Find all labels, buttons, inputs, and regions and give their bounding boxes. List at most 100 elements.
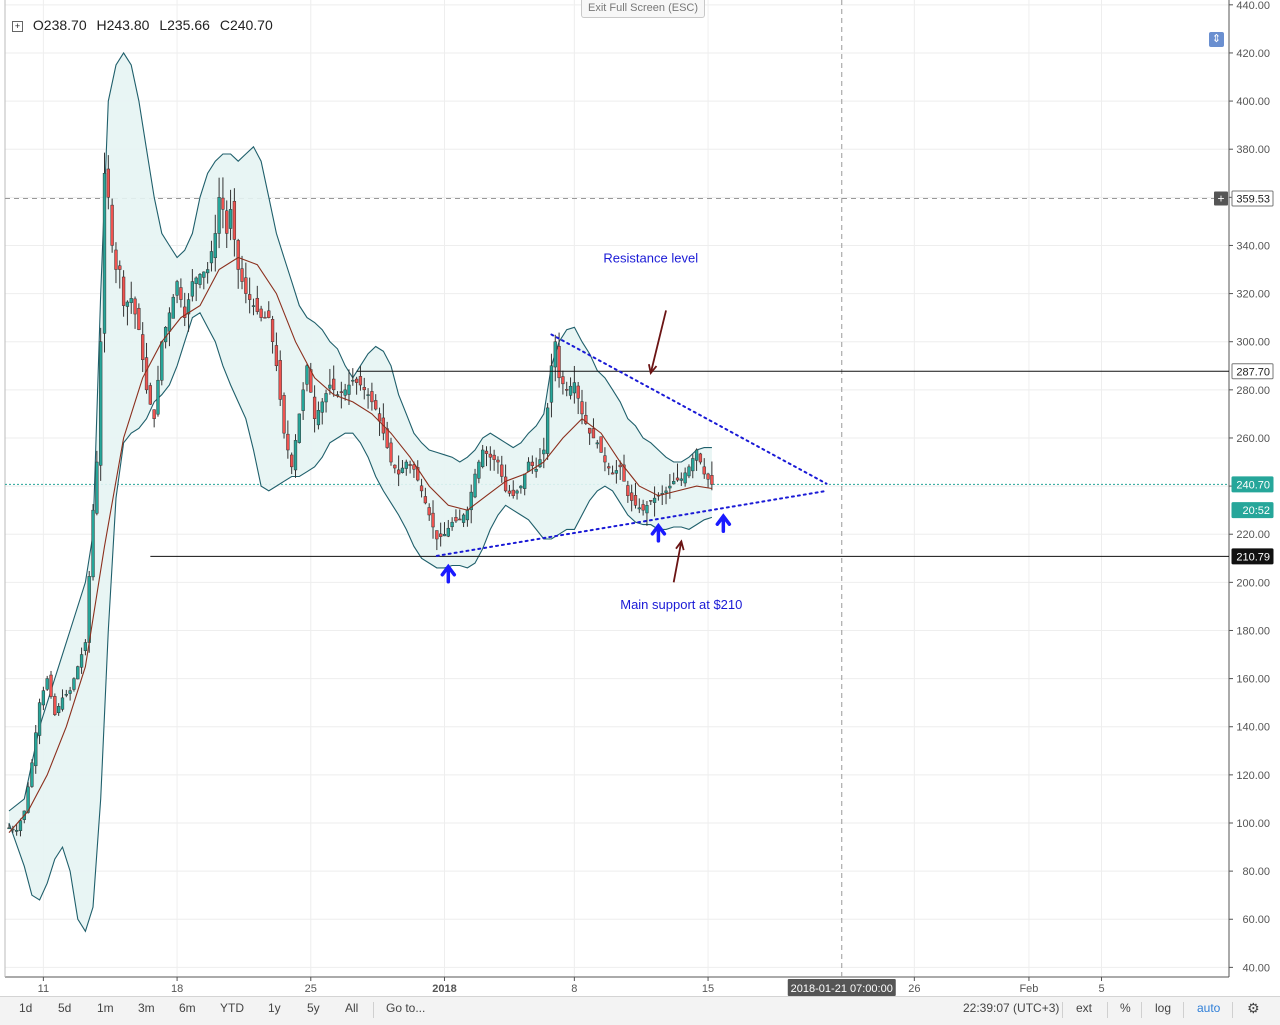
candle-body	[244, 277, 248, 294]
candle-body	[141, 334, 145, 361]
candle-body	[95, 461, 99, 514]
candle-body	[267, 310, 271, 318]
candle-body	[99, 341, 103, 466]
log-toggle[interactable]: log	[1155, 1001, 1172, 1015]
price-label-box	[1231, 190, 1274, 207]
candle-body	[412, 464, 416, 470]
candle-body	[446, 527, 450, 537]
candle-body	[691, 458, 695, 472]
time-tick-label: 25	[305, 983, 317, 995]
candle-body	[213, 233, 217, 259]
candle-body	[343, 389, 347, 396]
exit-full-screen-button[interactable]: Exit Full Screen (ESC)	[581, 0, 705, 18]
range-1y[interactable]: 1y	[268, 1001, 281, 1015]
range-ytd[interactable]: YTD	[220, 1001, 244, 1015]
candle-body	[102, 173, 107, 334]
price-label: 287.70	[1236, 366, 1270, 378]
candle-body	[664, 490, 668, 493]
candlestick-series	[7, 152, 714, 837]
range-5y[interactable]: 5y	[307, 1001, 320, 1015]
candle-body	[587, 427, 592, 434]
candle-body	[542, 449, 546, 455]
candle-body	[435, 530, 439, 540]
range-5d[interactable]: 5d	[58, 1001, 72, 1015]
candle-body	[633, 495, 638, 506]
percent-toggle[interactable]: %	[1120, 1001, 1131, 1015]
candle-body	[526, 461, 531, 472]
annotation-arrow	[649, 310, 667, 374]
candle-body	[118, 265, 122, 270]
candle-body	[454, 517, 458, 522]
time-tick-label: 26	[908, 983, 920, 995]
compare-icon[interactable]: ⇕	[1209, 32, 1224, 47]
price-tick-label: 340.00	[1236, 240, 1270, 252]
candle-body	[492, 454, 496, 460]
candle-body	[37, 702, 42, 736]
clock-readout[interactable]: 22:39:07 (UTC+3)	[963, 1001, 1060, 1015]
triangle-trendline[interactable]	[550, 333, 828, 485]
candle-body	[702, 466, 706, 475]
price-tick-label: 160.00	[1236, 674, 1270, 686]
annotation-label: Main support at $210	[620, 597, 742, 612]
add-alert-icon[interactable]	[1214, 191, 1228, 206]
candle-body	[568, 385, 573, 396]
candle-body	[400, 467, 405, 473]
time-tick-label: 2018	[432, 983, 456, 995]
time-tick-label: Feb	[1019, 983, 1038, 995]
candle-body	[209, 251, 214, 264]
candle-body	[450, 521, 454, 528]
candle-body	[286, 433, 290, 451]
candle-body	[362, 386, 366, 391]
candle-body	[217, 197, 221, 234]
candle-body	[652, 497, 657, 503]
candle-body	[366, 394, 370, 396]
range-6m[interactable]: 6m	[179, 1001, 196, 1015]
candle-body	[354, 378, 359, 383]
ext-toggle[interactable]: ext	[1076, 1001, 1093, 1015]
trendlines[interactable]	[435, 333, 828, 557]
time-axis[interactable]: 11 18 25 2018 8 15 26 Feb 5 2018-01-21 07:00:00	[38, 977, 1105, 996]
candle-body	[358, 376, 363, 386]
candle-body	[205, 269, 210, 274]
candle-body	[278, 360, 282, 400]
range-1d[interactable]: 1d	[19, 1001, 33, 1015]
candle-body	[179, 287, 183, 300]
candle-body	[129, 298, 133, 303]
range-1m[interactable]: 1m	[97, 1001, 114, 1015]
candle-body	[419, 485, 424, 492]
candle-body	[519, 485, 523, 489]
price-tick-label: 120.00	[1236, 770, 1270, 782]
candle-body	[225, 210, 229, 234]
price-tick-label: 260.00	[1236, 433, 1270, 445]
triangle-trendline[interactable]	[435, 489, 828, 557]
candle-body	[618, 464, 622, 468]
candle-body	[110, 204, 114, 246]
go-to-button[interactable]: Go to...	[386, 1001, 426, 1015]
bounce-arrow-icon	[440, 563, 457, 584]
candle-body	[679, 478, 683, 481]
candle-body	[171, 296, 175, 319]
candle-body	[183, 306, 187, 318]
range-all[interactable]: All	[345, 1001, 359, 1015]
candle-body	[133, 298, 137, 315]
candle-body	[431, 512, 435, 528]
auto-toggle[interactable]: auto	[1197, 1001, 1221, 1015]
crosshair-time-label: 2018-01-21 07:00:00	[791, 983, 893, 995]
collapse-legend-icon[interactable]: +	[12, 21, 23, 32]
crosshair-time-box	[787, 979, 896, 996]
gear-icon[interactable]: ⚙	[1247, 1000, 1260, 1016]
ohlc-low: L235.66	[159, 17, 210, 33]
price-axis[interactable]: 40.00 60.00 80.00 100.00 120.00 140.00 160.00 1…	[1214, 0, 1280, 977]
add-alert-icon-glyph: +	[1217, 191, 1224, 205]
candle-body	[473, 473, 477, 498]
candle-body	[236, 240, 240, 270]
candle-body	[156, 379, 160, 415]
candle-body	[385, 428, 389, 448]
range-3m[interactable]: 3m	[138, 1001, 155, 1015]
horizontal-levels[interactable]	[150, 370, 1229, 557]
candle-body	[26, 786, 30, 813]
candle-body	[576, 385, 580, 399]
candle-body	[251, 305, 256, 307]
candle-body	[114, 249, 118, 270]
